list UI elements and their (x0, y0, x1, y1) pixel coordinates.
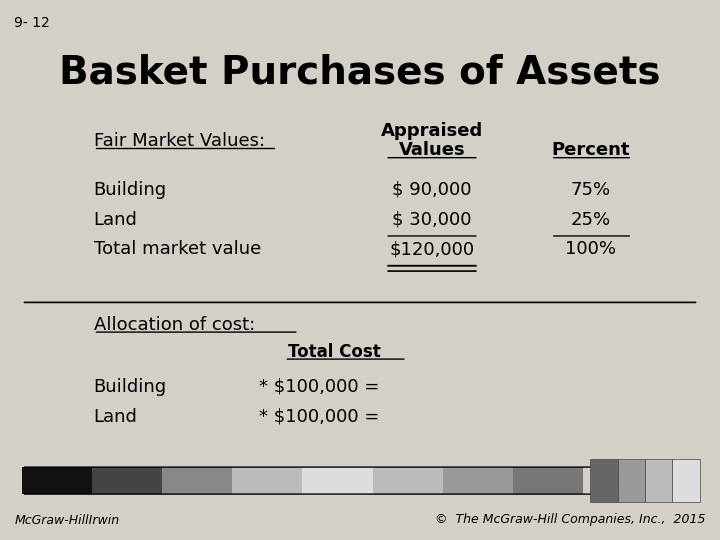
Bar (92, 467, 162, 494)
Bar (162, 467, 232, 494)
Bar (22, 467, 92, 494)
Text: * $100,000 =: * $100,000 = (259, 408, 379, 426)
Text: $ 90,000: $ 90,000 (392, 181, 472, 199)
Text: Fair Market Values:: Fair Market Values: (94, 132, 265, 150)
Text: Basket Purchases of Assets: Basket Purchases of Assets (59, 54, 661, 92)
Text: 25%: 25% (570, 211, 611, 228)
Bar (618, 459, 645, 502)
Text: Allocation of cost:: Allocation of cost: (94, 316, 255, 334)
Bar (645, 459, 672, 502)
Text: Appraised: Appraised (381, 122, 483, 139)
Bar (232, 467, 302, 494)
Text: $ 30,000: $ 30,000 (392, 211, 472, 228)
Text: McGraw-HillIrwin: McGraw-HillIrwin (14, 514, 120, 526)
Text: Land: Land (94, 211, 138, 228)
Text: * $100,000 =: * $100,000 = (259, 378, 379, 396)
Text: Building: Building (94, 181, 167, 199)
Text: Percent: Percent (551, 141, 630, 159)
Text: 100%: 100% (565, 240, 616, 258)
Text: $120,000: $120,000 (390, 240, 474, 258)
Text: Total market value: Total market value (94, 240, 261, 258)
Text: Total Cost: Total Cost (288, 343, 381, 361)
Bar (590, 459, 618, 502)
Text: Building: Building (94, 378, 167, 396)
Text: Values: Values (399, 141, 465, 159)
Text: 75%: 75% (570, 181, 611, 199)
Bar (373, 467, 443, 494)
Bar (513, 467, 583, 494)
Text: Land: Land (94, 408, 138, 426)
Text: ©  The McGraw-Hill Companies, Inc.,  2015: © The McGraw-Hill Companies, Inc., 2015 (435, 514, 706, 526)
Bar (302, 467, 373, 494)
Text: 9- 12: 9- 12 (14, 16, 50, 30)
Bar (672, 459, 700, 502)
Bar (443, 467, 513, 494)
